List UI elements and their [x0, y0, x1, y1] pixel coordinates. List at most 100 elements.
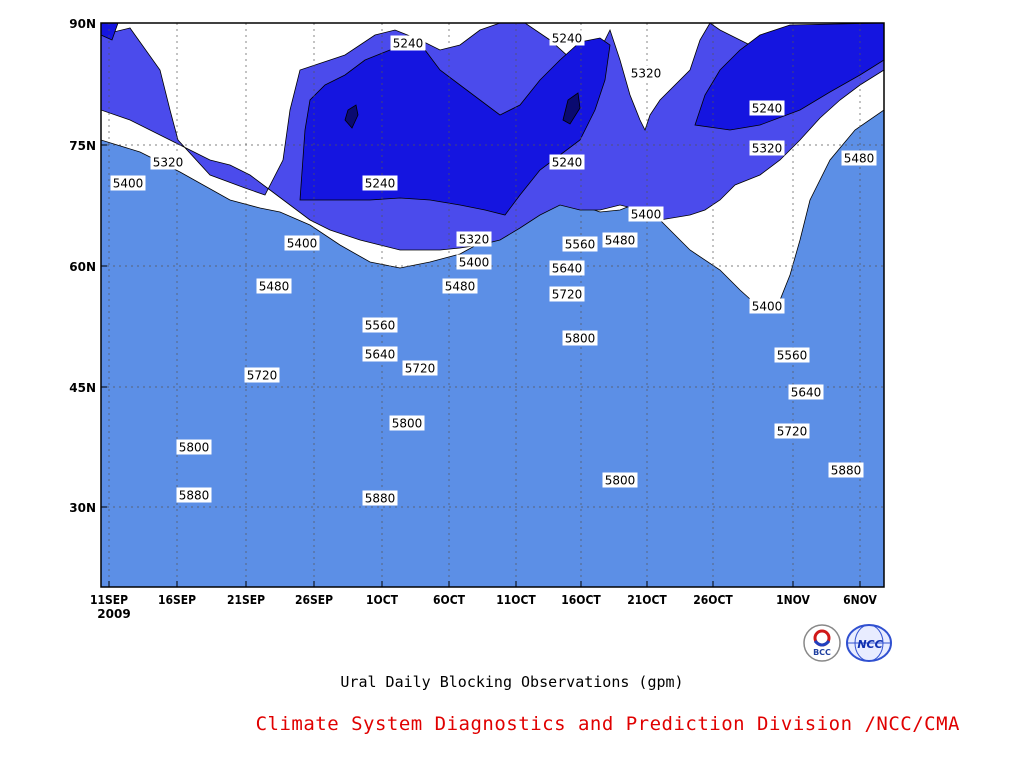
y-tick-label: 45N [69, 381, 96, 395]
contour-label: 5800 [179, 441, 210, 455]
contour-label-bg [788, 384, 824, 400]
contour-label-bg [284, 235, 320, 251]
contour-label-bg [828, 462, 864, 478]
contour-label: 5320 [153, 156, 184, 170]
x-tick-label: 1OCT [366, 593, 399, 607]
contour-label-bg [749, 140, 785, 156]
contour-label: 5240 [552, 32, 583, 46]
contour-label: 5240 [552, 156, 583, 170]
ncc-logo-text: NCC [857, 638, 882, 651]
contour-label-bg [110, 175, 146, 191]
contour-label: 5480 [605, 234, 636, 248]
contour-label-bg [176, 487, 212, 503]
contour-label-bg [362, 490, 398, 506]
x-tick-label: 1NOV [776, 593, 810, 607]
contour-label: 5720 [247, 369, 278, 383]
contour-label-bg [628, 65, 664, 81]
contour-label: 5320 [752, 142, 783, 156]
y-tick-label: 30N [69, 501, 96, 515]
contour-label-bg [256, 278, 292, 294]
contour-label: 5640 [791, 386, 822, 400]
contour-label: 5480 [259, 280, 290, 294]
contour-label: 5400 [752, 300, 783, 314]
contour-label-bg [562, 236, 598, 252]
contour-label: 5800 [392, 417, 423, 431]
x-tick-label: 26OCT [693, 593, 733, 607]
contour-label-bg [774, 423, 810, 439]
x-tick-label: 26SEP [295, 593, 333, 607]
contour-label-bg [549, 286, 585, 302]
contour-label: 5880 [365, 492, 396, 506]
contour-band [694, 23, 884, 131]
x-tick-label: 6OCT [433, 593, 466, 607]
contour-label: 5240 [393, 37, 424, 51]
contour-label: 5560 [777, 349, 808, 363]
contour-label-bg [562, 330, 598, 346]
contour-label: 5880 [179, 489, 210, 503]
x-tick-label: 16SEP [158, 593, 196, 607]
contour-band [562, 92, 581, 125]
plot-frame [100, 22, 885, 588]
contour-label-bg [442, 278, 478, 294]
contour-band [344, 104, 359, 129]
contour-label-bg [774, 347, 810, 363]
bcc-logo-text: BCC [813, 648, 831, 657]
bcc-logo: BCC [802, 623, 842, 663]
contour-label-bg [389, 415, 425, 431]
contour-label-bg [628, 206, 664, 222]
ncc-logo: NCC [845, 623, 893, 663]
x-tick-label: 11SEP [90, 593, 128, 607]
contour-label-bg [749, 298, 785, 314]
contour-label-bg [549, 260, 585, 276]
contour-label: 5240 [365, 177, 396, 191]
contour-label-bg [602, 472, 638, 488]
chart-title: Ural Daily Blocking Observations (gpm) [340, 673, 684, 691]
x-year-label: 2009 [97, 607, 130, 621]
credit-text: Climate System Diagnostics and Predictio… [255, 713, 960, 735]
y-tick-label: 90N [69, 17, 96, 31]
contour-label: 5720 [552, 288, 583, 302]
contour-label-bg [362, 317, 398, 333]
contour-label-bg [549, 154, 585, 170]
contour-band [101, 23, 884, 587]
contour-label-bg [244, 367, 280, 383]
contour-label-bg [749, 100, 785, 116]
contour-label: 5720 [405, 362, 436, 376]
contour-label-bg [362, 175, 398, 191]
contour-label-bg [456, 231, 492, 247]
contour-label-bg [549, 30, 585, 46]
contour-label-bg [841, 150, 877, 166]
contour-label: 5560 [365, 319, 396, 333]
contour-label-bg [390, 35, 426, 51]
y-tick-label: 60N [69, 260, 96, 274]
x-tick-label: 11OCT [496, 593, 536, 607]
contour-fills [101, 23, 884, 587]
contour-label: 5800 [605, 474, 636, 488]
contour-label: 5480 [844, 152, 875, 166]
x-tick-label: 21SEP [227, 593, 265, 607]
x-tick-label: 6NOV [843, 593, 877, 607]
contour-label: 5320 [459, 233, 490, 247]
y-tick-label: 75N [69, 139, 96, 153]
contour-band [101, 23, 119, 41]
contour-label: 5400 [459, 256, 490, 270]
contour-label-bg [150, 154, 186, 170]
contour-label: 5480 [445, 280, 476, 294]
contour-label: 5640 [552, 262, 583, 276]
contour-label: 5560 [565, 238, 596, 252]
x-tick-label: 21OCT [627, 593, 667, 607]
contour-label: 5880 [831, 464, 862, 478]
contour-label: 5240 [752, 102, 783, 116]
contour-label: 5720 [777, 425, 808, 439]
contour-label: 5400 [631, 208, 662, 222]
contour-label: 5400 [113, 177, 144, 191]
contour-label-bg [362, 346, 398, 362]
contour-label: 5800 [565, 332, 596, 346]
contour-label: 5400 [287, 237, 318, 251]
contour-label-bg [602, 232, 638, 248]
contour-label: 5320 [631, 67, 662, 81]
contour-label-bg [456, 254, 492, 270]
x-tick-label: 16OCT [561, 593, 601, 607]
